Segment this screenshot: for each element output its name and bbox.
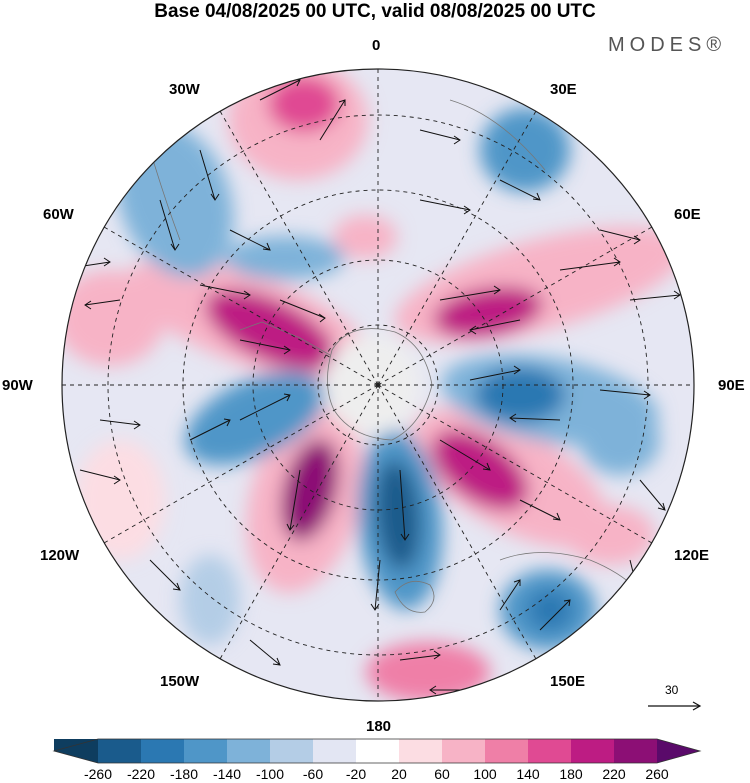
lon-label-120e: 120E xyxy=(674,547,710,564)
colorbar-cell-3 xyxy=(184,739,227,763)
colorbar-tick: -220 xyxy=(126,766,156,782)
lon-label-90e: 90E xyxy=(718,377,745,394)
colorbar-tick: 60 xyxy=(434,766,450,782)
lon-label-60e: 60E xyxy=(674,206,701,223)
colorbar-tick: 140 xyxy=(516,766,540,782)
colorbar-cell-4 xyxy=(227,739,270,763)
lon-label-0: 0 xyxy=(372,37,381,54)
anomaly-field xyxy=(62,69,686,701)
wind-vectors xyxy=(69,78,681,695)
colorbar-cell-6 xyxy=(313,739,356,763)
colorbar-tick: 260 xyxy=(645,766,669,782)
colorbar-tick: 180 xyxy=(559,766,583,782)
colorbar-cell-12 xyxy=(571,739,614,763)
lon-label-30w: 30W xyxy=(169,81,200,98)
lon-label-150e: 150E xyxy=(550,673,586,690)
colorbar-tick: -260 xyxy=(83,766,113,782)
lon-label-180: 180 xyxy=(366,718,392,735)
south-pole-marker xyxy=(375,382,381,388)
lon-label-60w: 60W xyxy=(43,206,74,223)
colorbar-cell-8 xyxy=(399,739,442,763)
lon-label-30e: 30E xyxy=(550,81,577,98)
colorbar-cell-13 xyxy=(614,739,657,763)
lon-label-120w: 120W xyxy=(40,547,80,564)
colorbar-cell-9 xyxy=(442,739,485,763)
colorbar-tick: 220 xyxy=(602,766,626,782)
reference-vector-label: 30 xyxy=(665,683,679,697)
colorbar-cell-2 xyxy=(141,739,184,763)
colorbar-cell-7 xyxy=(356,739,399,763)
colorbar-tick: 20 xyxy=(391,766,407,782)
colorbar-tick: -100 xyxy=(255,766,285,782)
colorbar-tick: -140 xyxy=(212,766,242,782)
lon-label-150w: 150W xyxy=(160,673,200,690)
colorbar xyxy=(52,738,702,764)
colorbar-tick: -60 xyxy=(302,766,324,782)
map-title: Base 04/08/2025 00 UTC, valid 08/08/2025… xyxy=(154,1,596,22)
colorbar-cell-5 xyxy=(270,739,313,763)
colorbar-cell-0 xyxy=(54,739,98,763)
colorbar-cell-14 xyxy=(657,739,700,763)
map-border xyxy=(61,68,695,702)
colorbar-tick: 100 xyxy=(473,766,497,782)
modes-logo: MODES® xyxy=(608,34,727,56)
colorbar-cell-1 xyxy=(98,739,141,763)
lon-label-90w: 90W xyxy=(2,377,33,394)
colorbar-tick: -180 xyxy=(169,766,199,782)
colorbar-tick: -20 xyxy=(345,766,367,782)
reference-vector xyxy=(648,701,702,711)
colorbar-cell-11 xyxy=(528,739,571,763)
colorbar-cell-10 xyxy=(485,739,528,763)
